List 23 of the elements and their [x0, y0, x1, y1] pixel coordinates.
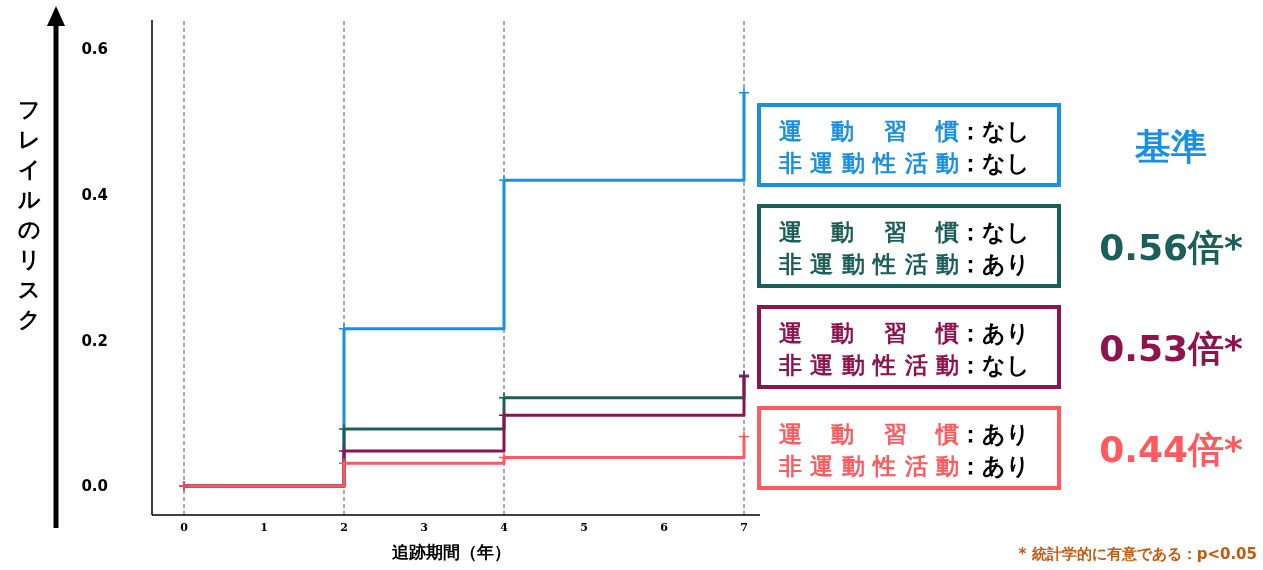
series-label: 運動習慣：あり非運動性活動：なし — [779, 320, 1031, 378]
x-tick-label: 7 — [740, 520, 748, 534]
y-tick-label: 0.0 — [81, 477, 108, 496]
series-label: 運動習慣：なし非運動性活動：なし — [779, 118, 1031, 176]
y-tick-label: 0.4 — [81, 186, 108, 205]
y-tick-label: 0.6 — [81, 40, 108, 59]
text: * 統計学的に有意である：p<0.05 — [1018, 545, 1257, 564]
x-axis-title: 追跡期間（年） — [392, 541, 511, 564]
x-tick-label: 4 — [500, 520, 509, 534]
text: 0.56倍* — [1098, 226, 1244, 270]
x-tick-label: 3 — [420, 520, 428, 534]
text: 運動習慣：なし非運動性活動：あり — [779, 219, 1031, 277]
series-label: 運動習慣：あり非運動性活動：あり — [779, 421, 1031, 479]
y-tick-label: 0.2 — [81, 331, 108, 350]
x-tick-label: 6 — [660, 520, 669, 534]
x-tick-label: 1 — [260, 520, 268, 534]
text: 0.53倍* — [1098, 327, 1244, 371]
y-axis-title: フレイルのリスク — [16, 96, 42, 334]
x-tick-label: 5 — [580, 520, 588, 534]
text: 0.44倍* — [1098, 428, 1244, 472]
x-tick-label: 0 — [180, 520, 189, 534]
text: 基準 — [1134, 125, 1208, 169]
x-tick-label: 2 — [340, 520, 348, 534]
